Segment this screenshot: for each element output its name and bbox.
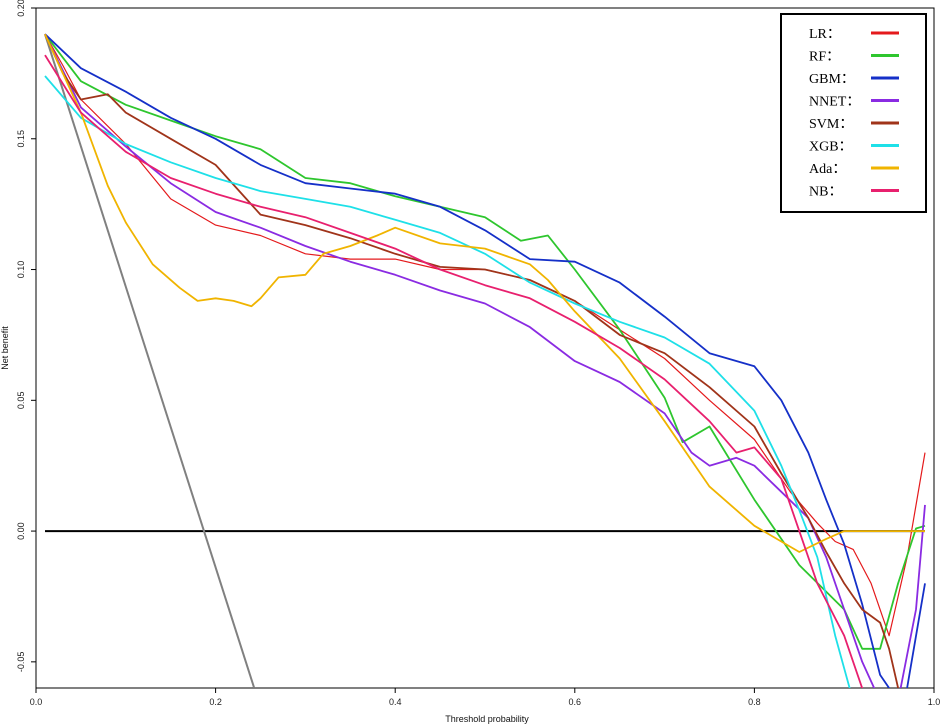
legend-label-ada: Ada： <box>809 162 846 177</box>
x-axis-title: Threshold probability <box>445 714 529 724</box>
legend: LR： RF： GBM： NNET： SVM： XGB： Ada： NB： <box>780 13 927 213</box>
x-axis-ticks: 0.0 0.2 0.4 0.6 0.8 1.0 <box>30 688 941 707</box>
series-line-gbm <box>44 33 926 688</box>
series-line-nb <box>44 54 864 688</box>
y-axis-title: Net benefit <box>0 326 10 370</box>
y-tick-label: -0.05 <box>16 652 26 673</box>
y-tick-label: 0.10 <box>16 261 26 279</box>
legend-label-rf: RF： <box>809 50 840 65</box>
x-tick-label: 0.6 <box>569 697 582 707</box>
plot-frame <box>35 7 935 689</box>
reference-lines <box>44 33 925 688</box>
series-line-nnet <box>44 33 926 688</box>
x-tick-label: 0.4 <box>389 697 402 707</box>
x-tick-label: 0.8 <box>748 697 761 707</box>
legend-label-xgb: XGB： <box>809 140 853 155</box>
series-line-xgb <box>44 75 851 688</box>
legend-label-nnet: NNET： <box>809 95 860 110</box>
legend-label-nb: NB： <box>809 185 842 200</box>
x-tick-label: 1.0 <box>928 697 941 707</box>
legend-label-svm: SVM： <box>809 117 853 132</box>
y-tick-label: 0.20 <box>16 0 26 17</box>
y-axis-ticks: -0.05 0.00 0.05 0.10 0.15 0.20 <box>16 0 36 672</box>
legend-label-gbm: GBM： <box>809 72 855 87</box>
x-tick-label: 0.2 <box>209 697 222 707</box>
x-tick-label: 0.0 <box>30 697 43 707</box>
series-lines <box>44 33 926 688</box>
series-line-svm <box>44 33 900 688</box>
y-tick-label: 0.15 <box>16 130 26 148</box>
legend-box <box>780 13 927 213</box>
y-tick-label: 0.00 <box>16 522 26 540</box>
series-line-ada <box>44 33 925 553</box>
legend-label-lr: LR： <box>809 27 841 42</box>
series-line-rf <box>44 33 926 650</box>
y-tick-label: 0.05 <box>16 392 26 410</box>
reference-line-all <box>44 33 256 688</box>
